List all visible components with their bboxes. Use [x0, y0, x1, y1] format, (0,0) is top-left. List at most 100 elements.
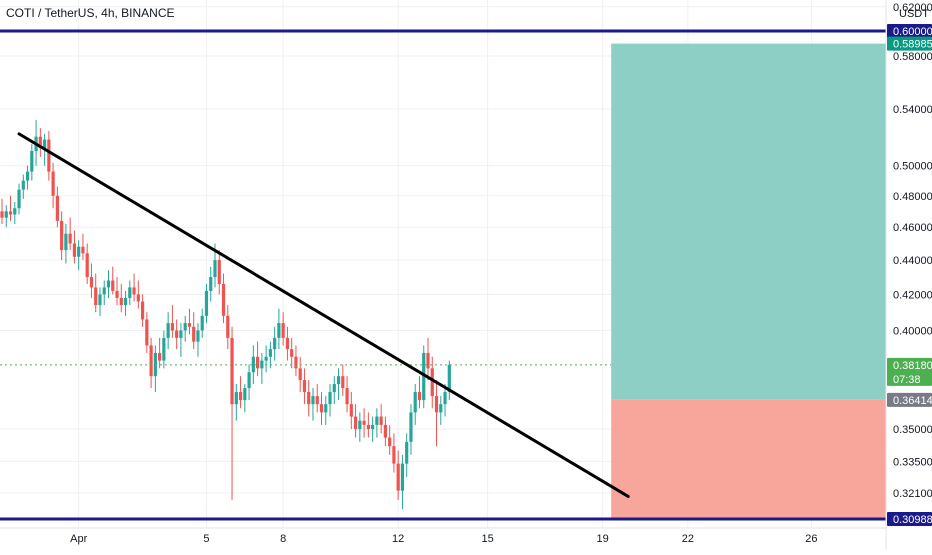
- candle-body: [392, 446, 396, 464]
- candle-body: [102, 287, 106, 295]
- candle-body: [0, 211, 4, 218]
- candle-body: [302, 380, 307, 393]
- candle-body: [204, 290, 209, 316]
- candle-body: [200, 315, 204, 331]
- candle-body: [226, 315, 230, 338]
- candle-body: [132, 287, 136, 295]
- countdown-label: 07:38: [893, 374, 921, 386]
- candle-body: [98, 294, 102, 306]
- price-tick-label: 0.33500: [893, 456, 932, 468]
- candle-body: [264, 356, 268, 361]
- price-axis-bg: [886, 0, 932, 550]
- candle-body: [439, 404, 443, 413]
- candle-body: [349, 404, 353, 417]
- candle-body: [371, 424, 375, 430]
- candle-body: [21, 180, 25, 190]
- price-tick-label: 0.54000: [893, 104, 932, 116]
- price-badge-label: 0.30988: [893, 514, 932, 526]
- candle-body: [294, 356, 298, 369]
- candle-body: [72, 243, 77, 257]
- candle-body: [213, 260, 217, 278]
- price-badge-bg: [887, 24, 932, 38]
- candle-body: [175, 330, 179, 338]
- candle-body: [145, 319, 149, 346]
- candle-body: [221, 283, 226, 316]
- price-badge-label: 0.36414: [893, 395, 932, 407]
- price-tick-label: 0.46000: [893, 222, 932, 234]
- price-tick-label: 0.44000: [893, 255, 932, 267]
- candle-body: [136, 294, 140, 302]
- price-badge-label: 0.60000: [893, 26, 932, 38]
- candle-body: [447, 364, 451, 393]
- candle-body: [238, 392, 243, 401]
- time-tick-label: 12: [392, 533, 404, 545]
- candle-body: [183, 323, 187, 331]
- time-tick-label: 15: [482, 533, 494, 545]
- candle-body: [426, 352, 430, 369]
- candle-body: [123, 297, 128, 306]
- candle-body: [362, 420, 366, 425]
- candle-body: [166, 323, 170, 338]
- candle-body: [400, 463, 405, 491]
- candle-body: [379, 416, 383, 425]
- candle-body: [353, 416, 358, 430]
- price-badge-bg: [887, 357, 932, 386]
- candle-body: [128, 287, 132, 298]
- candle-body: [187, 323, 192, 327]
- price-axis: 0.62000 0.58000 0.54000 0.50000 0.48000 0.460…: [893, 2, 932, 500]
- candle-body: [209, 277, 213, 291]
- time-tick-label: 8: [280, 533, 286, 545]
- candle-body: [247, 372, 251, 389]
- candle-body: [68, 233, 72, 244]
- price-tick-label: 0.62000: [893, 2, 932, 14]
- candle-body: [358, 420, 362, 430]
- time-tick-label: 5: [203, 533, 209, 545]
- time-tick-label: 19: [597, 533, 609, 545]
- price-badge-bg: [887, 392, 932, 407]
- currency-label: USDT: [899, 8, 929, 20]
- price-tick-label: 0.48000: [893, 191, 932, 203]
- candle-body: [396, 463, 400, 491]
- candle-body: [268, 349, 272, 357]
- candle-body: [81, 246, 85, 254]
- candle-body: [285, 337, 290, 350]
- candle-body: [345, 388, 349, 405]
- candle-body: [43, 139, 47, 149]
- candles: [0, 119, 451, 510]
- candle-body: [341, 376, 345, 389]
- price-tick-label: 0.35000: [893, 424, 932, 436]
- candle-body: [158, 352, 162, 361]
- time-axis: Apr 5 8 12 15 19 22 26: [70, 533, 817, 545]
- candle-body: [417, 392, 422, 401]
- price-badge-label: 0.58985: [893, 39, 932, 51]
- trendline: [17, 132, 630, 498]
- candle-body: [51, 171, 55, 196]
- target-zone: [611, 43, 886, 400]
- candle-body: [315, 396, 319, 405]
- candle-body: [230, 337, 234, 405]
- candle-body: [162, 337, 166, 361]
- candle-body: [17, 189, 21, 209]
- candle-body: [55, 195, 59, 221]
- candle-body: [290, 349, 294, 357]
- candle-body: [277, 323, 281, 338]
- candle-body: [196, 330, 200, 342]
- candle-body: [85, 253, 89, 278]
- stop-zone: [611, 399, 886, 519]
- candle-body: [430, 368, 434, 397]
- candle-body: [273, 337, 277, 350]
- candle-body: [332, 384, 336, 393]
- time-tick-label: 22: [682, 533, 694, 545]
- price-badge-hline: 0.30988: [887, 512, 932, 526]
- candle-body: [234, 392, 238, 405]
- candle-body: [179, 330, 183, 338]
- candle-body: [405, 441, 409, 464]
- candle-body: [298, 368, 302, 381]
- candle-body: [307, 392, 311, 405]
- price-badge-bg: [887, 512, 932, 526]
- candle-body: [281, 323, 285, 338]
- candle-body: [336, 376, 341, 385]
- time-tick-label: 26: [805, 533, 817, 545]
